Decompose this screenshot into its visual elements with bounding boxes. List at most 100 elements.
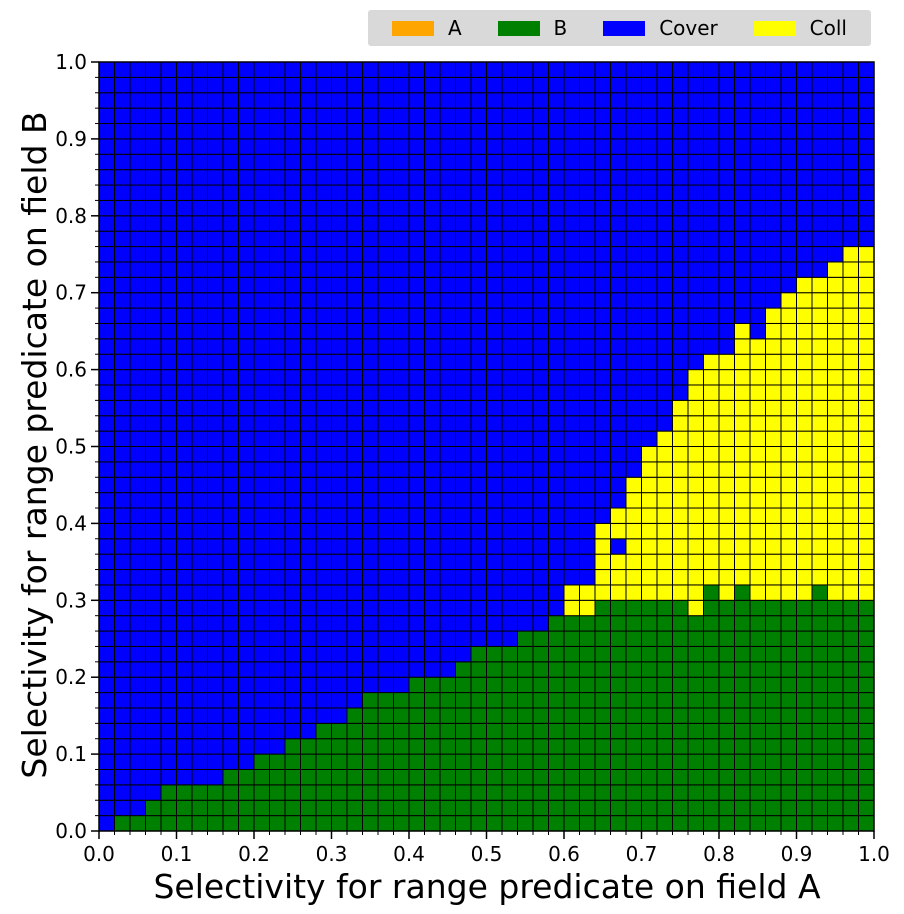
heatmap-cell bbox=[842, 599, 859, 617]
heatmap-cell bbox=[207, 107, 224, 125]
heatmap-cell bbox=[486, 184, 503, 201]
heatmap-cell bbox=[517, 292, 534, 309]
heatmap-cell bbox=[703, 153, 720, 171]
heatmap-cell bbox=[129, 92, 146, 109]
heatmap-cell bbox=[315, 215, 332, 232]
heatmap-cell bbox=[579, 292, 596, 309]
heatmap-cell bbox=[532, 538, 549, 555]
heatmap-cell bbox=[114, 307, 131, 324]
heatmap-cell bbox=[641, 615, 658, 632]
heatmap-cell bbox=[346, 199, 363, 217]
heatmap-cell bbox=[346, 692, 363, 709]
heatmap-cell bbox=[827, 276, 844, 294]
heatmap-cell bbox=[191, 261, 208, 278]
heatmap-cell bbox=[145, 184, 162, 201]
heatmap-cell bbox=[470, 322, 487, 340]
heatmap-cell bbox=[439, 599, 456, 617]
heatmap-cell bbox=[222, 138, 239, 155]
heatmap-cell bbox=[579, 461, 596, 478]
heatmap-cell bbox=[331, 722, 348, 740]
x-tick-label: 0.8 bbox=[703, 842, 735, 866]
heatmap-cell bbox=[253, 507, 270, 524]
heatmap-cell bbox=[284, 338, 301, 355]
heatmap-cell bbox=[486, 784, 503, 801]
heatmap-cell bbox=[780, 61, 797, 78]
heatmap-cell bbox=[222, 92, 239, 109]
heatmap-cell bbox=[501, 507, 518, 524]
heatmap-cell bbox=[610, 307, 627, 324]
heatmap-cell bbox=[687, 107, 704, 125]
heatmap-cell bbox=[517, 107, 534, 125]
heatmap-cell bbox=[439, 676, 456, 694]
heatmap-cell bbox=[703, 353, 720, 371]
heatmap-cell bbox=[672, 292, 689, 309]
heatmap-cell bbox=[765, 507, 782, 524]
heatmap-cell bbox=[501, 76, 518, 94]
x-tick-label: 0.7 bbox=[626, 842, 658, 866]
heatmap-cell bbox=[439, 199, 456, 217]
heatmap-cell bbox=[331, 461, 348, 478]
heatmap-cell bbox=[718, 338, 735, 355]
heatmap-cell bbox=[207, 692, 224, 709]
heatmap-cell bbox=[222, 707, 239, 724]
heatmap-cell bbox=[331, 569, 348, 586]
heatmap-cell bbox=[346, 261, 363, 278]
heatmap-cell bbox=[625, 784, 642, 801]
heatmap-cell bbox=[114, 784, 131, 801]
heatmap-cell bbox=[734, 584, 751, 601]
heatmap-cell bbox=[362, 76, 379, 94]
heatmap-cell bbox=[672, 76, 689, 94]
heatmap-cell bbox=[656, 415, 673, 432]
heatmap-cell bbox=[486, 292, 503, 309]
heatmap-cell bbox=[858, 676, 875, 694]
heatmap-cell bbox=[315, 61, 332, 78]
heatmap-cell bbox=[284, 76, 301, 94]
heatmap-cell bbox=[610, 92, 627, 109]
heatmap-cell bbox=[393, 384, 410, 401]
heatmap-cell bbox=[517, 61, 534, 78]
heatmap-cell bbox=[408, 123, 425, 140]
heatmap-cell bbox=[408, 599, 425, 617]
heatmap-cell bbox=[687, 353, 704, 371]
heatmap-cell bbox=[238, 292, 255, 309]
heatmap-cell bbox=[765, 446, 782, 463]
heatmap-cell bbox=[703, 215, 720, 232]
heatmap-cell bbox=[424, 492, 441, 509]
heatmap-cell bbox=[362, 107, 379, 125]
heatmap-cell bbox=[98, 722, 115, 740]
heatmap-cell bbox=[300, 353, 317, 371]
heatmap-cell bbox=[625, 307, 642, 324]
heatmap-cell bbox=[703, 553, 720, 571]
heatmap-cell bbox=[145, 476, 162, 494]
heatmap-cell bbox=[486, 338, 503, 355]
heatmap-cell bbox=[796, 399, 813, 417]
heatmap-cell bbox=[253, 784, 270, 801]
heatmap-cell bbox=[548, 61, 565, 78]
heatmap-cell bbox=[594, 399, 611, 417]
heatmap-cell bbox=[377, 384, 394, 401]
heatmap-cell bbox=[238, 630, 255, 647]
heatmap-cell bbox=[222, 369, 239, 386]
heatmap-cell bbox=[114, 399, 131, 417]
heatmap-cell bbox=[749, 138, 766, 155]
heatmap-cell bbox=[749, 184, 766, 201]
heatmap-cell bbox=[656, 615, 673, 632]
heatmap-cell bbox=[594, 599, 611, 617]
heatmap-cell bbox=[532, 615, 549, 632]
heatmap-cell bbox=[207, 276, 224, 294]
heatmap-cell bbox=[594, 615, 611, 632]
heatmap-cell bbox=[718, 430, 735, 447]
heatmap-cell bbox=[532, 261, 549, 278]
heatmap-cell bbox=[780, 461, 797, 478]
heatmap-cell bbox=[641, 184, 658, 201]
heatmap-cell bbox=[346, 415, 363, 432]
heatmap-cell bbox=[672, 230, 689, 248]
heatmap-cell bbox=[331, 753, 348, 770]
heatmap-cell bbox=[98, 446, 115, 463]
heatmap-cell bbox=[191, 645, 208, 663]
heatmap-cell bbox=[346, 292, 363, 309]
heatmap-cell bbox=[176, 692, 193, 709]
heatmap-cell bbox=[532, 246, 549, 263]
heatmap-cell bbox=[300, 784, 317, 801]
heatmap-cell bbox=[331, 599, 348, 617]
